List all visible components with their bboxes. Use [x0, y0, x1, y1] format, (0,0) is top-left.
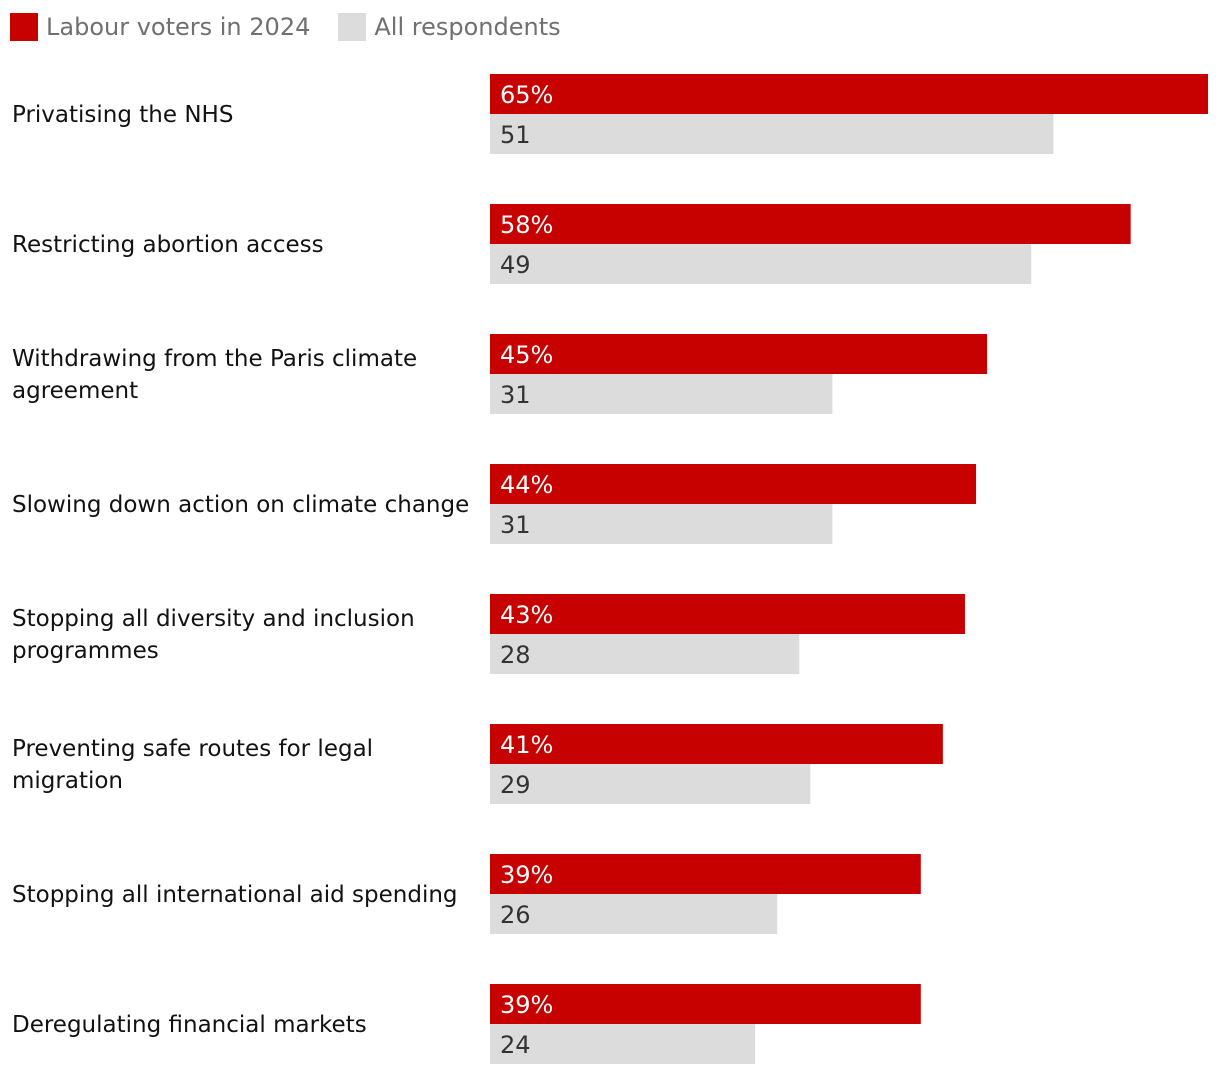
value-label-all: 31 [500, 381, 531, 409]
bar-labour [490, 204, 1131, 244]
bar-group: Restricting abortion access 58% 49 [12, 204, 1131, 284]
value-label-all: 26 [500, 901, 531, 929]
bar-labour [490, 854, 921, 894]
bar-labour [490, 464, 977, 504]
category-label-line: migration [12, 768, 123, 794]
chart-legend: Labour voters in 2024 All respondents [10, 10, 589, 44]
category-label: Deregulating financial markets [12, 1012, 367, 1038]
legend-label-labour: Labour voters in 2024 [46, 13, 311, 41]
legend-item-labour: Labour voters in 2024 [10, 13, 310, 41]
bar-labour [490, 984, 921, 1024]
legend-item-all: All respondents [338, 13, 561, 41]
category-label-line: Restricting abortion access [12, 232, 324, 258]
value-label-labour: 65% [500, 81, 553, 109]
bar-labour [490, 334, 988, 374]
bar-all [490, 244, 1032, 284]
legend-label-all: All respondents [374, 13, 561, 41]
bar-group: Deregulating financial markets 39% 24 [12, 984, 921, 1064]
value-label-all: 31 [500, 511, 531, 539]
value-label-labour: 58% [500, 211, 553, 239]
value-label-all: 51 [500, 121, 531, 149]
bar-all [490, 374, 833, 414]
category-label: Stopping all international aid spending [12, 882, 458, 908]
bar-all [490, 894, 778, 934]
category-label-line: Stopping all diversity and inclusion [12, 606, 415, 632]
value-label-labour: 45% [500, 341, 553, 369]
bar-labour [490, 594, 965, 634]
category-label: Preventing safe routes for legal migratio… [12, 736, 373, 794]
category-label-line: Slowing down action on climate change [12, 492, 469, 518]
value-label-all: 49 [500, 251, 531, 279]
category-label-line: Deregulating financial markets [12, 1012, 367, 1038]
category-label-line: Stopping all international aid spending [12, 882, 458, 908]
category-label: Withdrawing from the Paris climate agreem… [12, 346, 417, 404]
legend-swatch-labour [10, 13, 38, 41]
bar-labour [490, 724, 943, 764]
category-label-line: Preventing safe routes for legal [12, 736, 373, 762]
bar-group: Slowing down action on climate change 44%… [12, 464, 977, 544]
bar-all [490, 634, 800, 674]
category-label: Slowing down action on climate change [12, 492, 469, 518]
value-label-all: 24 [500, 1031, 531, 1059]
value-label-all: 29 [500, 771, 531, 799]
value-label-labour: 41% [500, 731, 553, 759]
value-label-all: 28 [500, 641, 531, 669]
category-label-line: Withdrawing from the Paris climate [12, 346, 417, 372]
bar-labour [490, 74, 1208, 114]
category-label-line: Privatising the NHS [12, 102, 233, 128]
bar-group: Stopping all diversity and inclusion prog… [12, 594, 965, 674]
bar-group: Preventing safe routes for legal migratio… [12, 724, 943, 804]
bar-all [490, 764, 811, 804]
category-label-line: programmes [12, 638, 159, 664]
category-label: Restricting abortion access [12, 232, 324, 258]
legend-swatch-all [338, 13, 367, 41]
value-label-labour: 44% [500, 471, 553, 499]
category-label: Stopping all diversity and inclusion prog… [12, 606, 415, 664]
value-label-labour: 39% [500, 991, 553, 1019]
category-label-line: agreement [12, 378, 138, 404]
value-label-labour: 39% [500, 861, 553, 889]
bar-all [490, 114, 1054, 154]
bar-group: Withdrawing from the Paris climate agreem… [12, 334, 988, 414]
bar-group: Stopping all international aid spending 3… [12, 854, 921, 934]
category-label: Privatising the NHS [12, 102, 233, 128]
bar-all [490, 504, 833, 544]
bar-group: Privatising the NHS 65% 51 [12, 74, 1208, 154]
value-label-labour: 43% [500, 601, 553, 629]
bar-all [490, 1024, 756, 1064]
